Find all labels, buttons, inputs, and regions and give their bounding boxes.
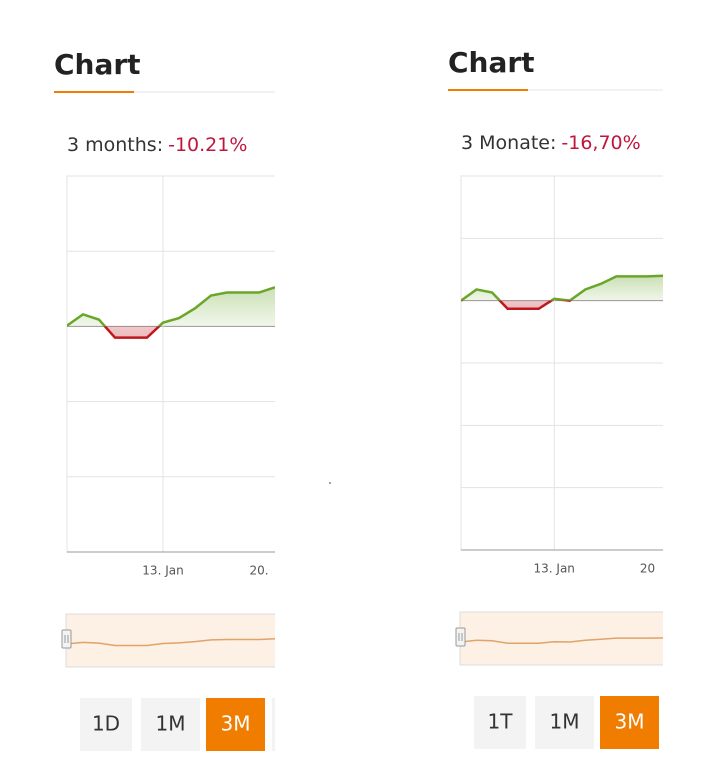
chart-panel: Chart 3 Monate: -16,70% 13. Jan 20 1T 1M 3M [448, 46, 696, 749]
area-down [67, 326, 275, 338]
change-value: -16,70% [561, 132, 640, 154]
period-label: 3 months: [67, 134, 163, 156]
range-button[interactable] [141, 698, 200, 751]
x-tick-label: 13. Jan [534, 562, 575, 576]
range-button[interactable] [80, 698, 132, 751]
range-button-label[interactable]: 1T [488, 710, 514, 734]
plot-frame [66, 175, 275, 553]
range-button-label[interactable]: 3M [615, 710, 645, 734]
range-button[interactable] [206, 698, 265, 751]
x-tick-label: 20 [640, 562, 655, 576]
line-up [461, 274, 663, 301]
navigator-line [460, 637, 663, 645]
period-change: 3 Monate: -16,70% [461, 132, 641, 154]
period-change: 3 months: -10.21% [67, 134, 247, 156]
panel-title: Chart [54, 48, 141, 81]
range-button[interactable] [474, 696, 526, 749]
area-down [461, 300, 663, 309]
navigator-line [66, 638, 275, 647]
range-button[interactable] [535, 696, 594, 749]
range-button[interactable] [272, 698, 302, 751]
dot [329, 482, 331, 484]
period-label: 3 Monate: [461, 132, 556, 154]
navigator-handle [61, 629, 72, 649]
range-button[interactable] [600, 696, 659, 749]
chart-panel: Chart 3 months: -10.21% 13. Jan 20. 1D 1M 3M [54, 48, 302, 751]
range-button-label[interactable]: 1M [550, 710, 580, 734]
panel-title: Chart [448, 46, 535, 79]
range-button-label[interactable]: 1M [156, 712, 186, 736]
change-value: -10.21% [168, 134, 247, 156]
navigator [65, 613, 275, 668]
range-button-label[interactable]: 1D [92, 712, 120, 736]
x-tick-label: 20. [249, 564, 268, 578]
range-button-label[interactable]: 3M [221, 712, 251, 736]
navigator-handle [455, 627, 466, 647]
range-button[interactable] [666, 696, 696, 749]
area-up [461, 275, 663, 301]
x-tick-label: 13. Jan [142, 564, 183, 578]
line-up [67, 286, 275, 327]
area-up [67, 287, 275, 327]
